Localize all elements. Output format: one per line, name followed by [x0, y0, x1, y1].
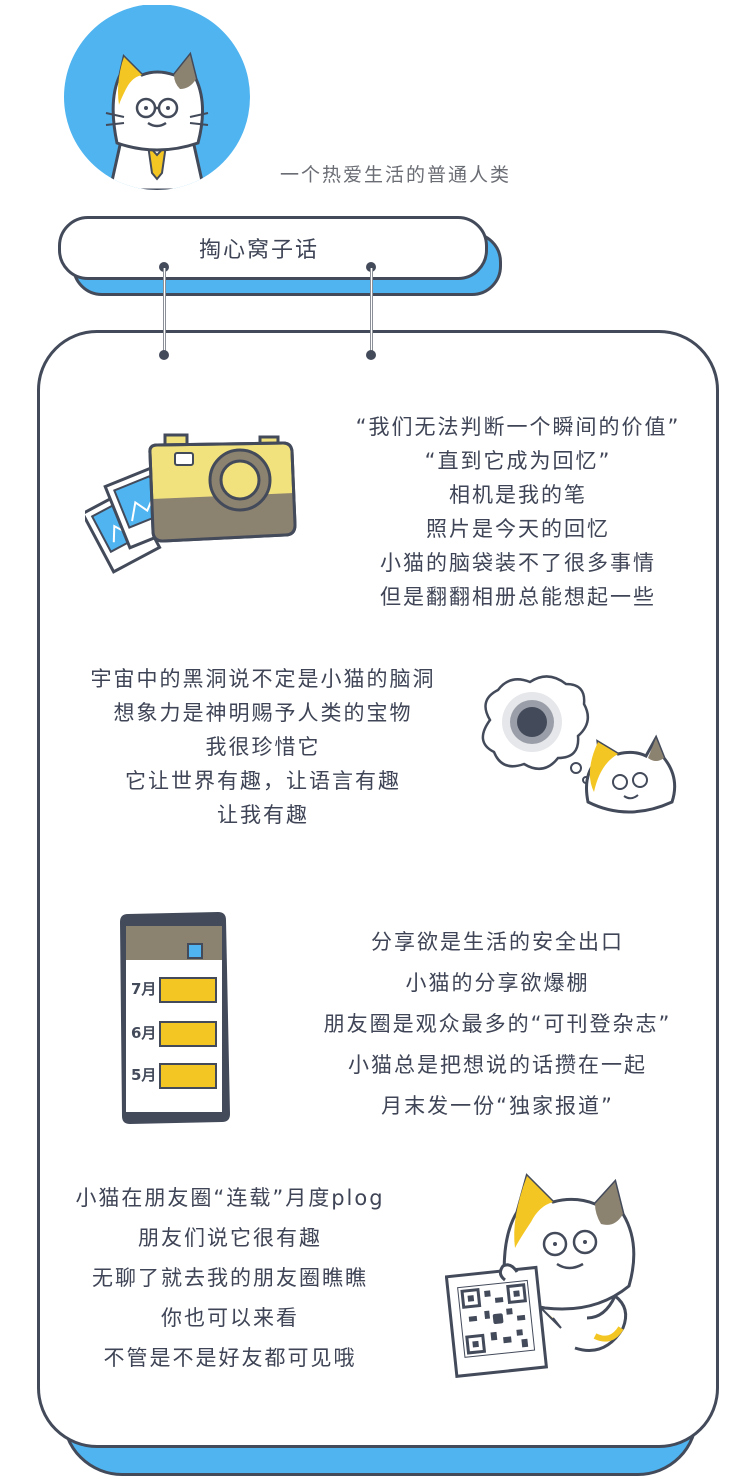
text-line: 小猫在朋友圈“连载”月度plog [75, 1186, 385, 1210]
text-line: 小猫的脑袋装不了很多事情 [380, 551, 656, 575]
text-line: 照片是今天的回忆 [426, 517, 610, 541]
text-line: “直到它成为回忆” [424, 449, 612, 473]
blackhole-thought-cat-illustration [468, 672, 693, 836]
text-line: 小猫的分享欲爆棚 [405, 971, 590, 995]
avatar [62, 4, 252, 190]
section-share-text: 分享欲是生活的安全出口 小猫的分享欲爆棚 朋友圈是观众最多的“可刊登杂志” 小猫… [290, 922, 705, 1127]
phone-calendar-illustration: 7月 6月 5月 [112, 908, 242, 1132]
text-line: 想象力是神明赐予人类的宝物 [113, 701, 413, 725]
phone-month-label: 7月 [131, 980, 156, 998]
text-line: “我们无法判断一个瞬间的价值” [355, 415, 681, 439]
text-line: 朋友们说它很有趣 [138, 1226, 322, 1250]
text-line: 月末发一份“独家报道” [381, 1094, 614, 1118]
section-plog-text: 小猫在朋友圈“连载”月度plog 朋友们说它很有趣 无聊了就去我的朋友圈瞧瞧 你… [50, 1178, 410, 1378]
camera-photos-illustration [80, 425, 300, 584]
section-camera-text: “我们无法判断一个瞬间的价值” “直到它成为回忆” 相机是我的笔 照片是今天的回… [333, 410, 703, 614]
text-line: 你也可以来看 [161, 1306, 299, 1330]
text-line: 它让世界有趣，让语言有趣 [125, 769, 401, 793]
title-banner: 掏心窝子话 [58, 216, 488, 280]
hanger-string-right [366, 262, 376, 360]
text-line: 朋友圈是观众最多的“可刊登杂志” [323, 1012, 672, 1036]
text-line: 宇宙中的黑洞说不定是小猫的脑洞 [90, 667, 436, 691]
text-line: 我很珍惜它 [205, 735, 321, 759]
text-line: 让我有趣 [217, 803, 309, 827]
text-line: 相机是我的笔 [449, 483, 587, 507]
text-line: 但是翻翻相册总能想起一些 [380, 585, 656, 609]
text-line: 不管是不是好友都可见哦 [103, 1346, 357, 1370]
text-line: 小猫总是把想说的话攒在一起 [348, 1053, 647, 1077]
hanger-string-left [159, 262, 169, 360]
page-title: 掏心窝子话 [199, 238, 320, 263]
phone-month-label: 5月 [131, 1066, 156, 1084]
text-line: 分享欲是生活的安全出口 [371, 930, 624, 954]
tagline: 一个热爱生活的普通人类 [280, 164, 512, 186]
text-line: 无聊了就去我的朋友圈瞧瞧 [92, 1266, 368, 1290]
section-blackhole-text: 宇宙中的黑洞说不定是小猫的脑洞 想象力是神明赐予人类的宝物 我很珍惜它 它让世界… [58, 662, 468, 832]
phone-month-label: 6月 [131, 1024, 156, 1042]
cat-qr-code-illustration [444, 1168, 660, 1384]
